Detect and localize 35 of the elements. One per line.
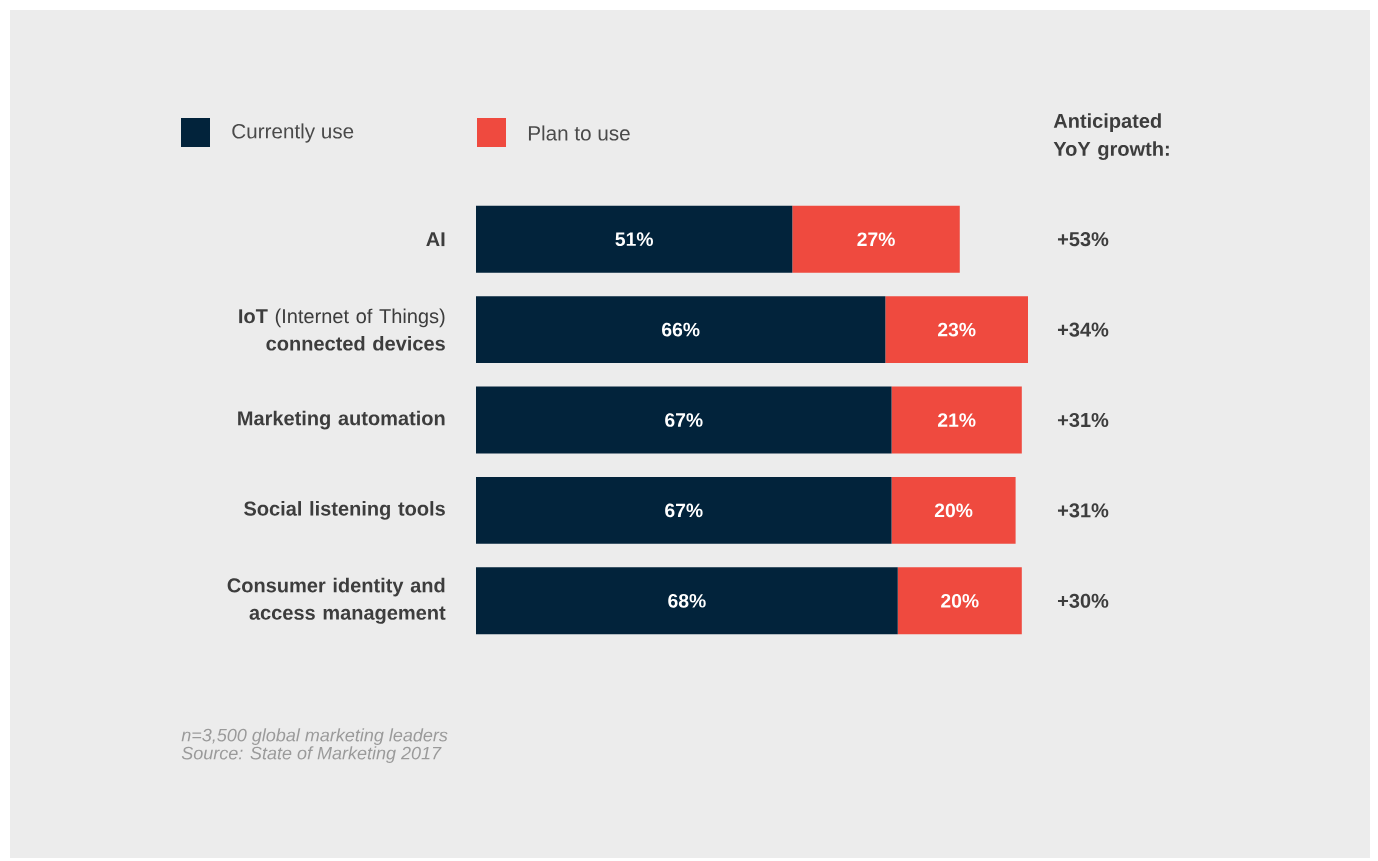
legend-label: Currently use bbox=[232, 123, 354, 143]
text: +31% bbox=[1057, 412, 1109, 428]
data-label: 21% bbox=[938, 413, 976, 427]
bar bbox=[885, 296, 1028, 364]
y-tick-label: Marketing automation bbox=[238, 410, 445, 430]
data-label: 66% bbox=[662, 322, 700, 337]
source-note: Source: State of Marketing 2017 bbox=[181, 746, 442, 764]
bar bbox=[476, 476, 892, 544]
data-label: 51% bbox=[615, 232, 653, 247]
text: +31% bbox=[1057, 503, 1109, 518]
data-label: 67% bbox=[665, 503, 703, 518]
text: +53% bbox=[1057, 232, 1109, 247]
y-tick-label: Consumer identity and access management bbox=[227, 577, 446, 624]
data-label: 23% bbox=[938, 322, 976, 337]
text: Anticipated YoY growth: bbox=[1053, 113, 1169, 161]
legend-label: Plan to use bbox=[528, 125, 630, 141]
bar bbox=[891, 476, 1016, 544]
data-label: 20% bbox=[941, 593, 979, 608]
text: n=3,500 global marketing leaders bbox=[181, 728, 448, 746]
bar bbox=[476, 205, 793, 273]
bar bbox=[897, 567, 1022, 635]
y-tick-label: IoT (Internet of Things) connected devices bbox=[239, 308, 445, 351]
data-label: 68% bbox=[668, 593, 706, 608]
bar bbox=[476, 386, 892, 454]
bar bbox=[891, 386, 1022, 454]
bar bbox=[476, 296, 886, 364]
y-tick-label: AI bbox=[426, 232, 445, 247]
y-tick-label: Social listening tools bbox=[244, 501, 445, 520]
text: +34% bbox=[1057, 322, 1109, 337]
text: +30% bbox=[1057, 593, 1109, 608]
data-label: 20% bbox=[934, 503, 973, 518]
data-label: 27% bbox=[857, 232, 895, 247]
data-label: 67% bbox=[665, 413, 703, 427]
bar bbox=[792, 205, 960, 273]
bar bbox=[476, 567, 898, 635]
